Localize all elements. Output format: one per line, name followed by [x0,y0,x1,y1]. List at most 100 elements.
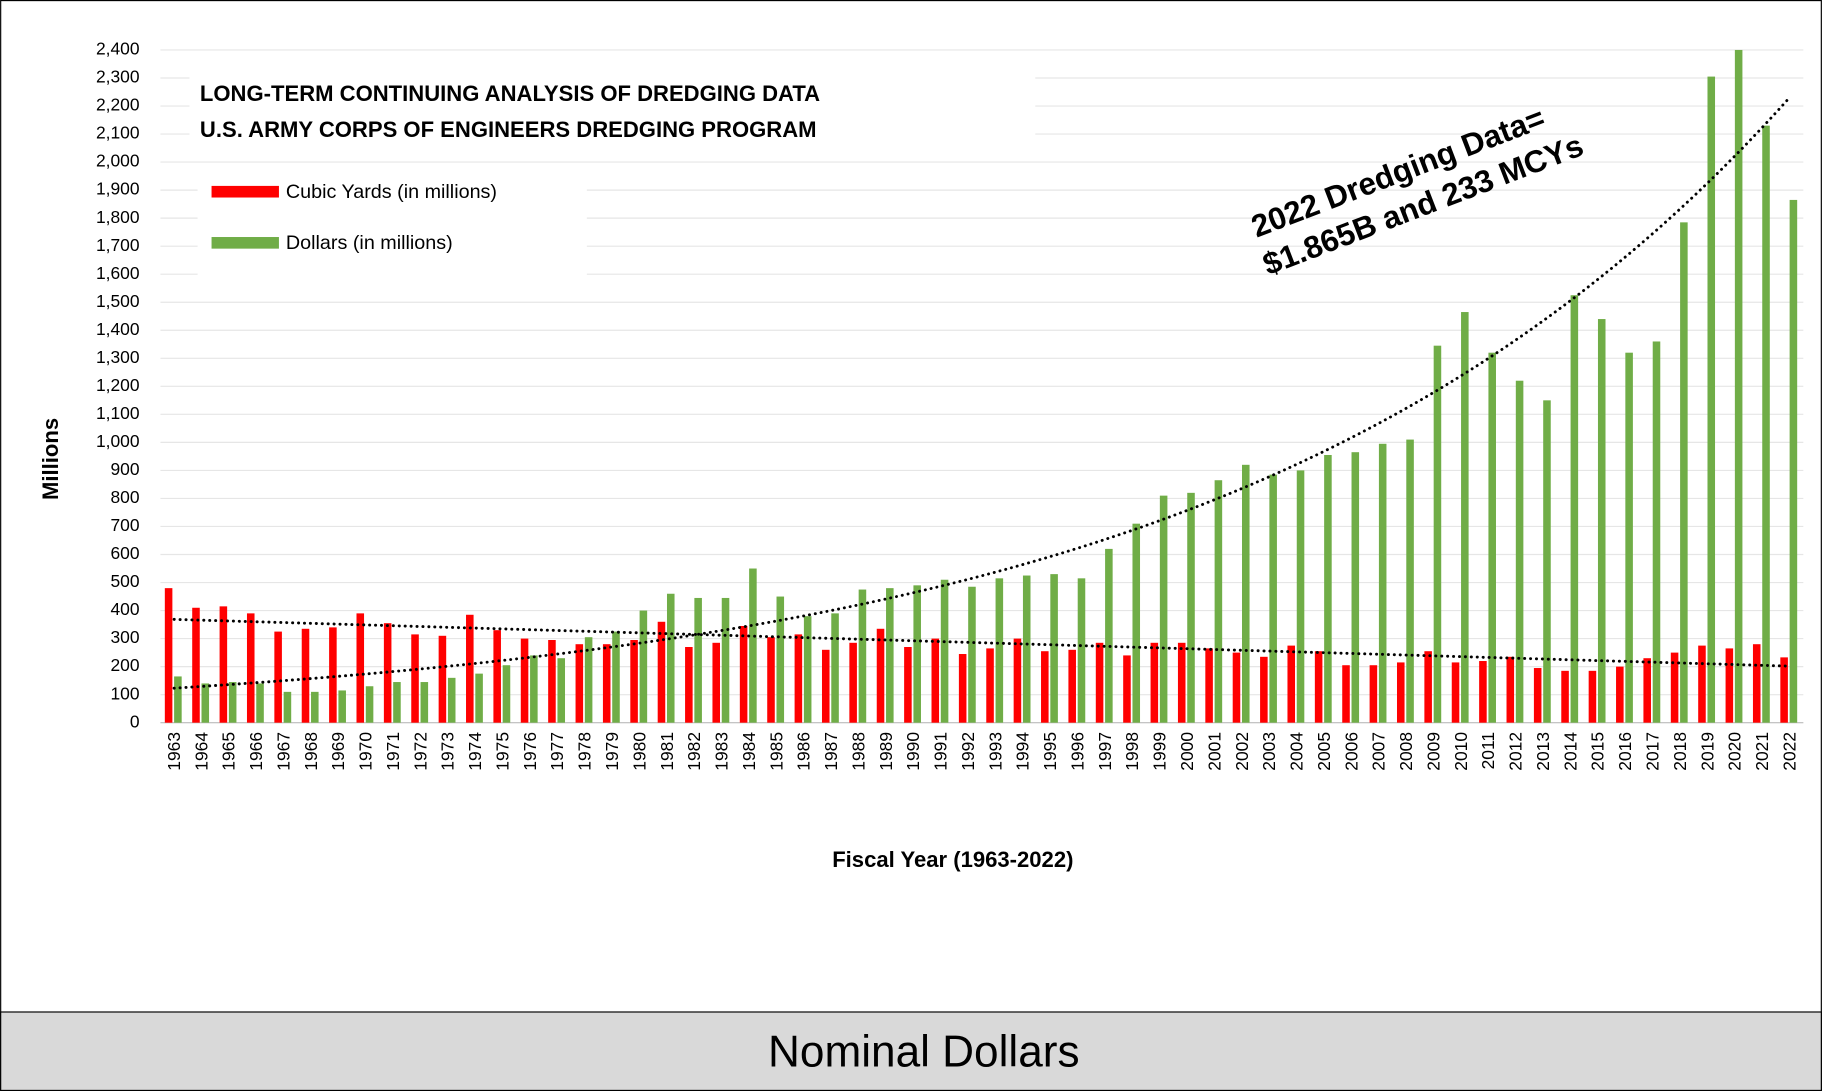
bar [1342,665,1350,723]
y-tick-label: 1,800 [96,207,140,227]
grid [160,49,1804,724]
x-tick-label: 1999 [1150,732,1170,771]
bar [1670,652,1679,723]
bar [520,638,529,723]
x-tick-label: 1966 [246,732,266,771]
bar [420,682,429,723]
x-tick-label: 1985 [766,732,786,771]
bar [657,621,666,723]
bar [1177,642,1186,723]
bar [1105,548,1113,723]
x-tick-label: 1987 [821,732,841,771]
x-tick-label: 2020 [1725,732,1745,771]
bar [1095,642,1104,723]
x-tick-label: 1986 [794,732,814,771]
bar [1378,443,1387,723]
y-tick-label: 100 [110,683,139,703]
bar [1406,439,1414,723]
bar [1013,638,1022,723]
legend-swatch [211,237,279,249]
x-tick-label: 2019 [1697,732,1717,771]
bar [1680,222,1688,723]
bar [1752,644,1761,723]
x-tick-label: 2014 [1560,732,1580,771]
x-tick-label: 2021 [1752,732,1772,771]
bar [1351,452,1360,723]
bar [575,644,584,723]
y-tick-label: 500 [110,571,139,591]
x-axis-label: Fiscal Year (1963-2022) [832,847,1073,872]
y-tick-label: 2,400 [96,39,140,59]
bar [749,568,757,723]
x-tick-label: 2015 [1588,732,1608,771]
legend-swatch [211,185,279,198]
y-tick-label: 2,000 [96,151,140,171]
y-tick-label: 1,700 [96,235,140,255]
x-tick-label: 1965 [219,732,239,771]
title-box [189,72,1036,152]
x-tick-label: 1996 [1067,732,1087,771]
bar [1616,666,1624,723]
y-tick-label: 1,500 [96,291,140,311]
y-tick-label: 1,900 [96,179,140,199]
x-tick-label: 1971 [383,732,403,771]
x-tick-label: 1968 [301,732,321,771]
bar [283,691,292,723]
bar [1396,662,1405,723]
bar [794,634,803,723]
bar [1588,670,1597,723]
bar [1068,649,1076,723]
bar [1269,474,1277,723]
bar [767,637,775,723]
bar [1324,454,1332,723]
bar [886,588,894,723]
bar [301,628,310,723]
bar [201,683,210,723]
bar [1488,352,1496,723]
x-tick-label: 2009 [1423,732,1443,771]
bar [986,648,994,723]
bar [475,673,483,723]
bar [602,644,611,723]
bar [1424,651,1432,723]
bar [904,647,912,723]
footer-title: Nominal Dollars [768,1028,1080,1077]
bar [192,607,200,723]
bar [1533,668,1542,723]
bar [1789,199,1798,723]
bar [1159,495,1168,723]
x-tick-label: 1983 [712,732,732,771]
footer-band [0,1011,1822,1091]
bar [940,579,949,723]
bar [1597,319,1606,723]
x-tick-label: 1988 [848,732,868,771]
x-tick-label: 1963 [164,732,184,771]
legend-label: Dollars (in millions) [286,232,453,254]
y-tick-label: 1,300 [96,347,140,367]
bar [493,630,501,723]
x-tick-label: 2018 [1670,732,1690,771]
x-tick-label: 2012 [1506,732,1526,771]
bar [530,655,538,723]
bar [438,635,447,723]
y-tick-label: 800 [110,487,139,507]
bar [1041,651,1049,723]
bars [164,49,1798,723]
y-axis-label: Millions [38,418,63,500]
x-tick-label: 1981 [657,732,677,771]
bar [1479,661,1487,723]
bar [1260,656,1268,723]
bar [1698,645,1706,723]
y-tick-label: 1,400 [96,319,140,339]
x-tick-label: 1994 [1013,732,1033,771]
bar [612,631,620,723]
bar [1725,648,1734,723]
x-tick-label: 2005 [1314,732,1334,771]
bar [1232,652,1241,723]
x-tick-label: 1967 [273,732,293,771]
legend-label: Cubic Yards (in millions) [286,181,497,203]
bar [164,588,173,723]
bar [685,647,693,723]
bar [876,628,885,723]
x-tick-label: 2001 [1204,732,1224,771]
